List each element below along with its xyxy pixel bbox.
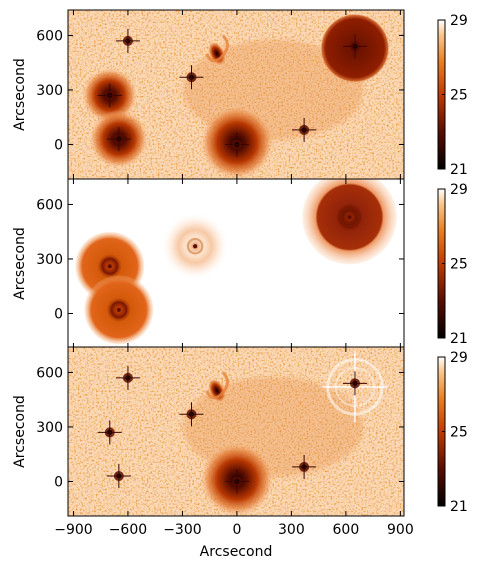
- model-ring-center: [107, 264, 112, 269]
- panel-residual: 600 300 0 Arcsecond 29 25 21: [12, 346, 468, 517]
- model-ring-core: [110, 301, 128, 319]
- y-tick-label: 300: [36, 420, 63, 436]
- y-tick-label: 600: [36, 365, 63, 381]
- model-ring: [302, 179, 397, 265]
- model-ring-core: [338, 205, 361, 229]
- x-tick-label: −600: [109, 522, 147, 538]
- panel-frame: [67, 346, 405, 517]
- model-ring-core: [101, 257, 119, 275]
- panel-model: 600 300 0 Arcsecond 29 25 21: [12, 178, 468, 349]
- x-tick-label: 300: [278, 522, 305, 538]
- x-axis-label: Arcsecond: [200, 544, 273, 560]
- y-tick-label: 0: [54, 137, 63, 153]
- colorbar-tick-label: 25: [450, 88, 468, 104]
- colorbar-tick-label: 29: [450, 182, 468, 198]
- panel-observed: 600 300 0 Arcsecond 29 25 21: [12, 9, 468, 180]
- galaxy-arm: [205, 371, 229, 400]
- y-tick-label: 600: [36, 28, 63, 44]
- colorbar-tick-label: 29: [450, 350, 468, 366]
- colorbar-tick-label: 25: [450, 425, 468, 441]
- x-tick-label: 600: [333, 522, 360, 538]
- x-tick-label: 900: [387, 522, 414, 538]
- panel-image: [68, 179, 404, 348]
- model-ring-center: [116, 307, 121, 312]
- colorbar-tick-label: 21: [450, 162, 468, 178]
- y-axis-label: Arcsecond: [12, 395, 28, 468]
- panel-image: [68, 10, 404, 179]
- galaxy-arm: [205, 34, 229, 63]
- panel-image: [68, 347, 404, 516]
- colorbar-tick-label: 29: [450, 13, 468, 29]
- colorbar-tick-label: 25: [450, 257, 468, 273]
- y-axis-label: Arcsecond: [12, 58, 28, 131]
- y-tick-label: 300: [36, 252, 63, 268]
- model-ring-center: [347, 215, 352, 220]
- y-axis-label: Arcsecond: [12, 227, 28, 300]
- x-tick-label: −900: [54, 522, 92, 538]
- colorbar-tick-label: 21: [450, 499, 468, 515]
- y-tick-label: 0: [54, 474, 63, 490]
- x-tick-label: 0: [232, 522, 241, 538]
- x-tick-label: −300: [163, 522, 201, 538]
- y-tick-label: 600: [36, 197, 63, 213]
- colorbar-tick-label: 21: [450, 331, 468, 347]
- model-ring-core: [186, 238, 204, 255]
- y-tick-label: 300: [36, 83, 63, 99]
- model-ring-center: [193, 244, 198, 249]
- y-tick-label: 0: [54, 306, 63, 322]
